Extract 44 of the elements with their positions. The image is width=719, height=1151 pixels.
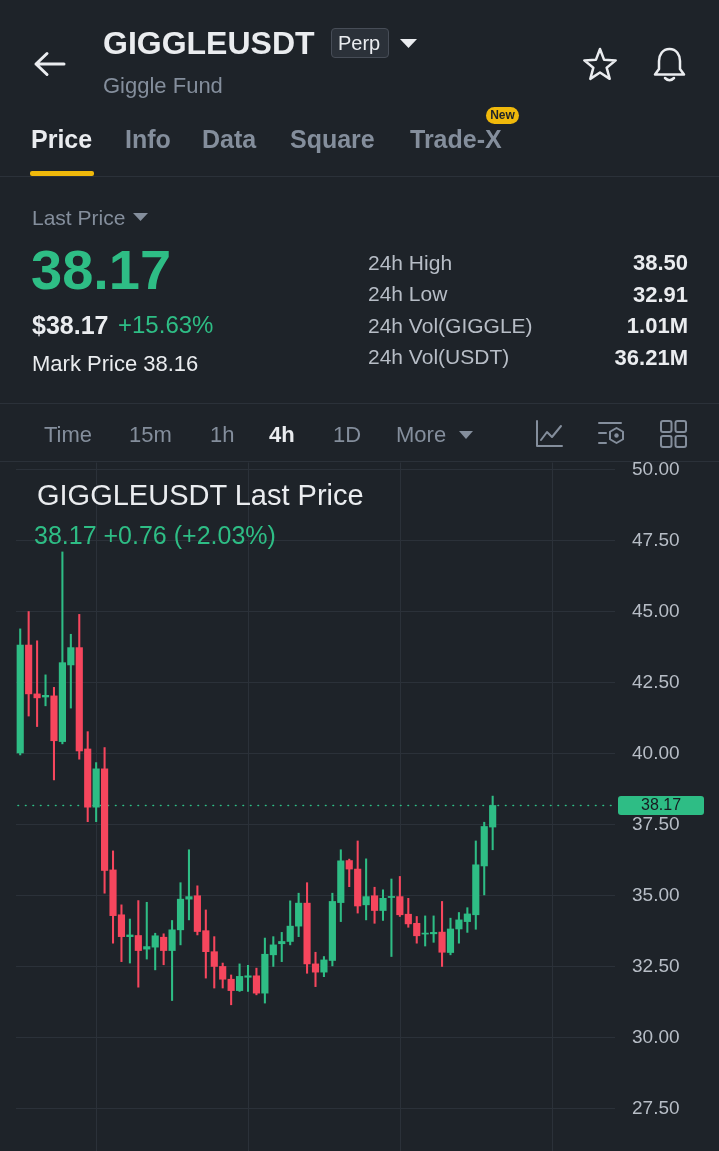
text: New: [490, 107, 515, 123]
y-tick-label: 27.50: [632, 1096, 680, 1118]
text: 1h: [210, 422, 235, 448]
text: Giggle Fund: [103, 73, 223, 99]
text: 24h Low: [368, 282, 448, 307]
y-tick-label: 30.00: [632, 1025, 680, 1047]
text: Price: [31, 124, 93, 154]
text: Square: [290, 124, 375, 154]
text: More: [396, 422, 447, 448]
y-tick-label: 32.50: [632, 954, 680, 976]
text: GIGGLEUSDT: [103, 24, 315, 62]
text: 36.21M: [614, 344, 688, 371]
text: 1D: [333, 422, 362, 448]
y-tick-label: 40.00: [632, 741, 680, 763]
text: 1.01M: [626, 313, 688, 339]
candlestick: [185, 849, 193, 921]
text: 24h High: [368, 250, 453, 276]
candlestick: [387, 878, 396, 957]
y-tick-label: 47.50: [632, 528, 680, 550]
y-tick-label: 37.50: [632, 812, 680, 834]
text: 15m: [129, 422, 172, 448]
text: 4h: [269, 422, 295, 448]
text: Trade-X: [410, 124, 502, 154]
ref-line-label: 38.17: [640, 796, 682, 814]
text: Info: [125, 124, 171, 154]
text: +15.63%: [118, 311, 214, 339]
y-tick-label: 45.00: [632, 599, 680, 621]
text: Perp: [338, 31, 381, 55]
text: 32.91: [632, 281, 688, 308]
text: 24h Vol(GIGGLE): [368, 313, 533, 339]
text: 24h Vol(USDT): [368, 345, 510, 370]
text: Mark Price 38.16: [32, 351, 199, 377]
text: Last Price: [32, 205, 126, 231]
text: Data: [202, 124, 257, 154]
text: 38.17: [31, 237, 172, 303]
text: GIGGLEUSDT Last Price: [37, 479, 364, 511]
y-tick-label: 35.00: [632, 883, 680, 905]
text: 38.50: [632, 250, 688, 276]
candlestick: [143, 901, 151, 960]
text: Time: [44, 422, 93, 448]
y-tick-label: 42.50: [632, 670, 680, 692]
text: $38.17: [32, 310, 109, 340]
text: 38.17 +0.76 (+2.03%): [34, 520, 276, 549]
y-tick-label: 50.00: [632, 457, 680, 479]
